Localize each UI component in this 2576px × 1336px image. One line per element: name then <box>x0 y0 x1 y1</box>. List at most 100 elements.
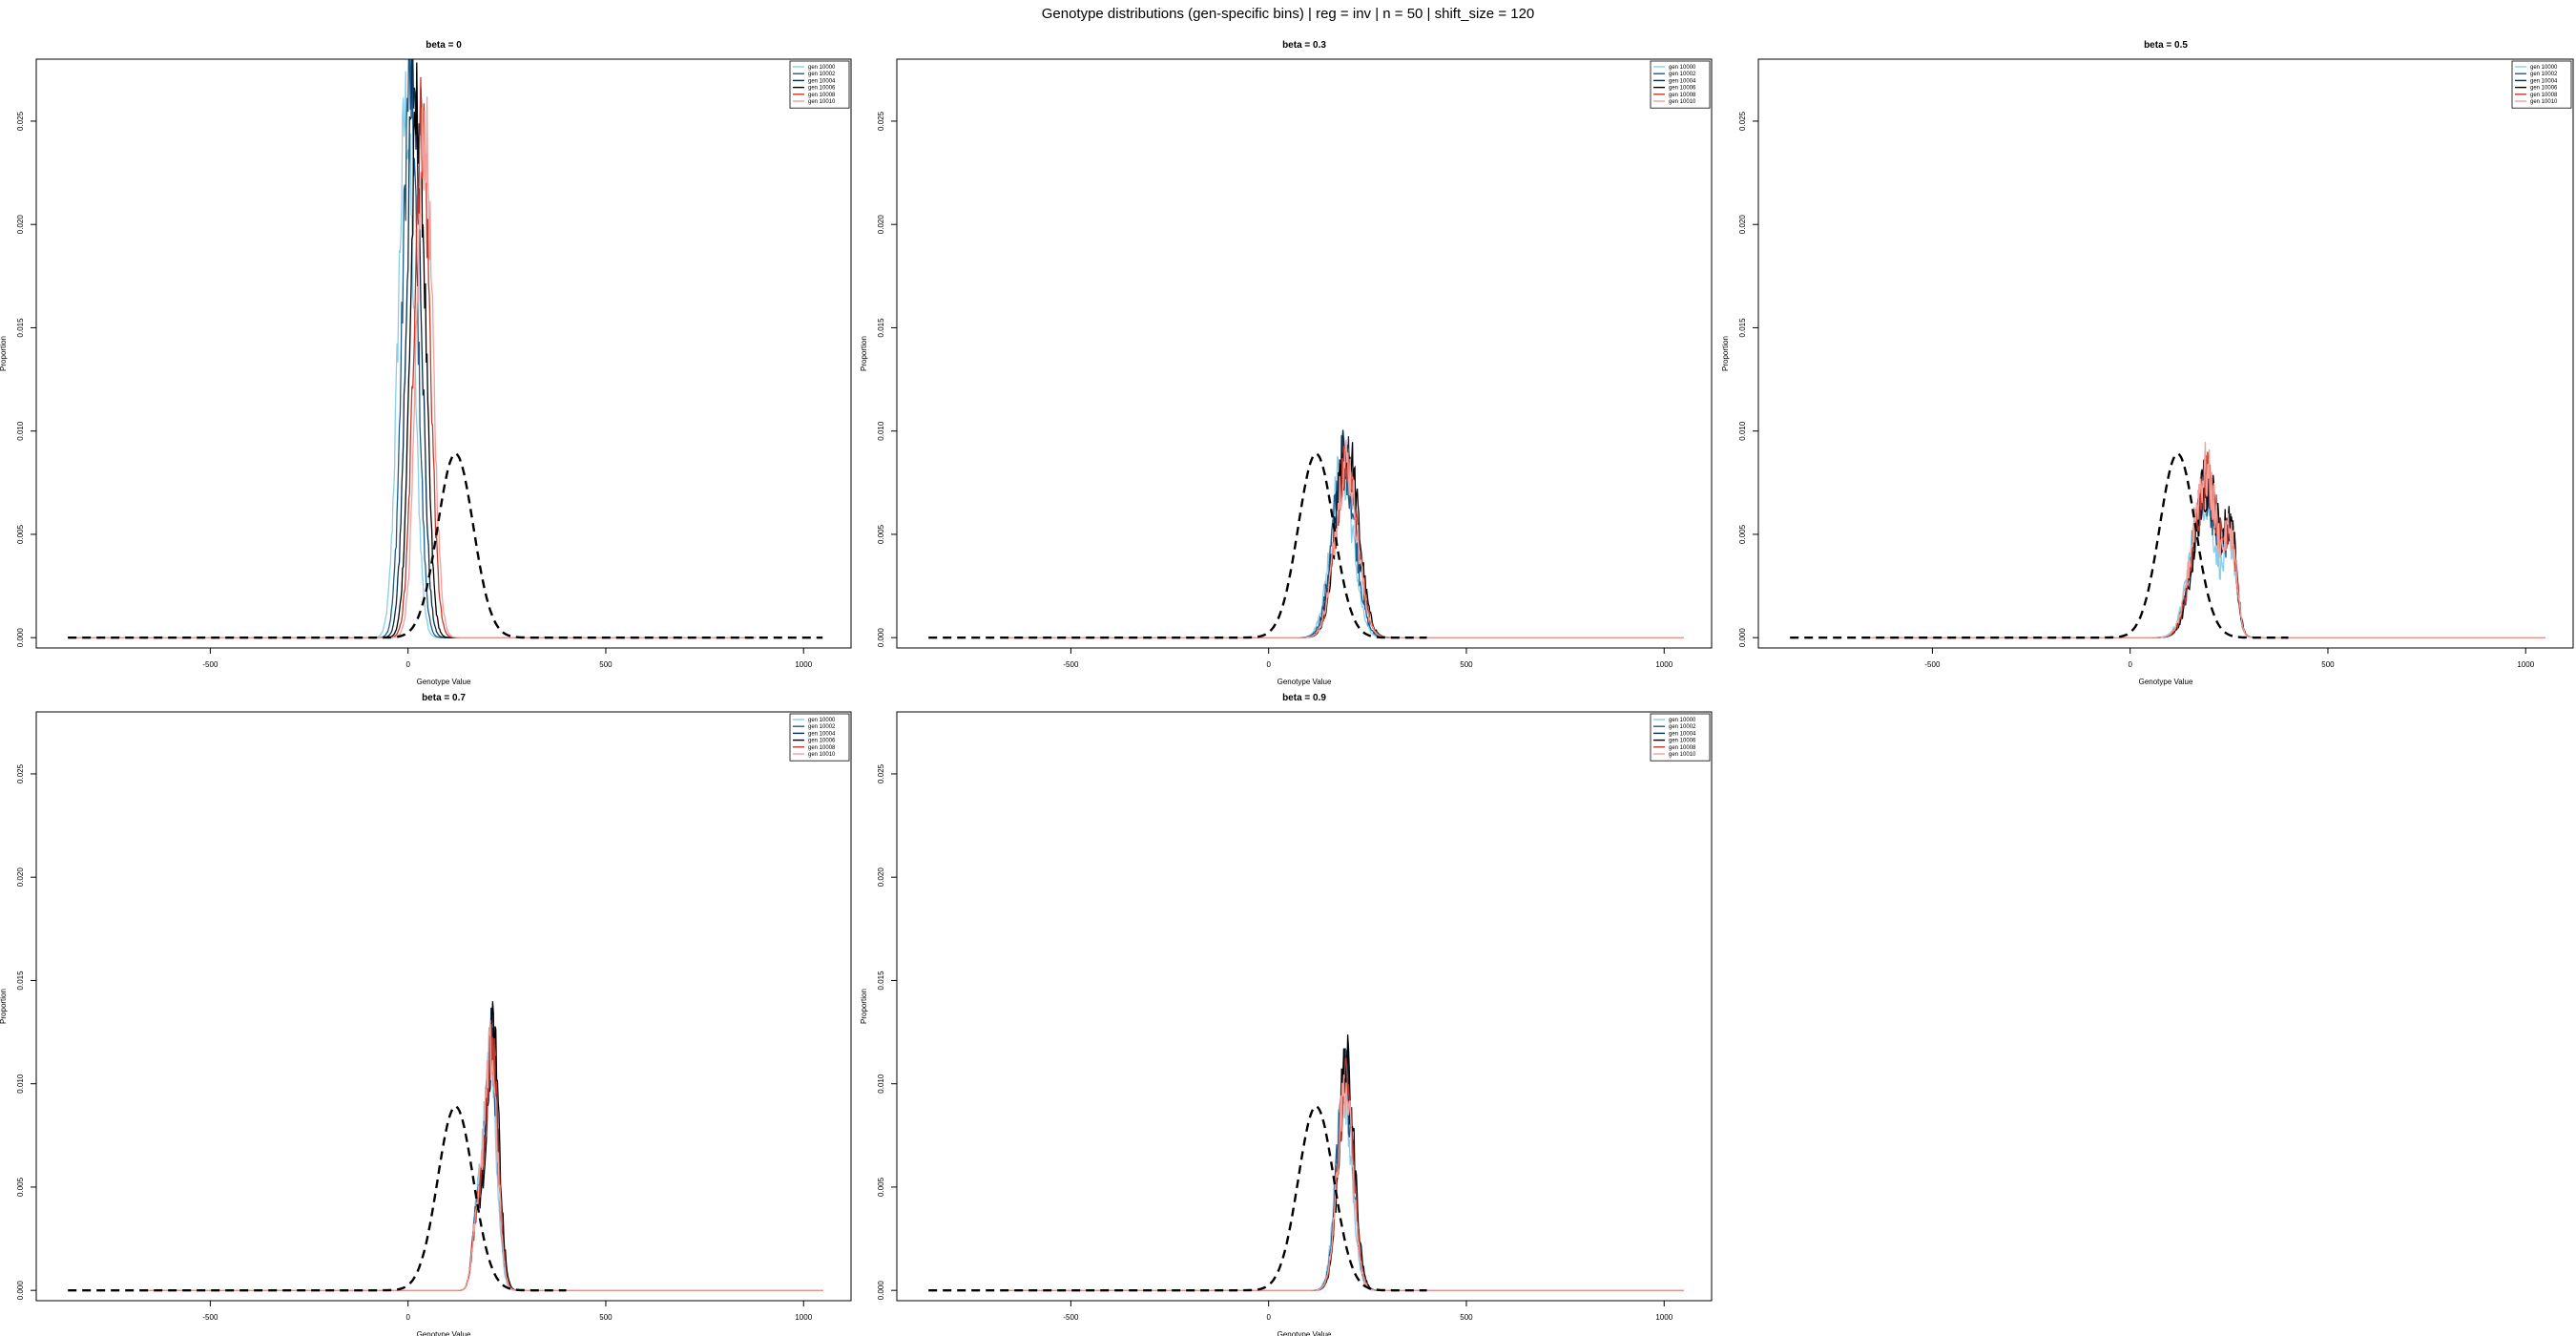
x-tick-label: -500 <box>202 1313 218 1322</box>
y-axis-label: Proportion <box>860 989 868 1024</box>
legend-label: gen 10004 <box>808 78 836 84</box>
series-line <box>1008 1074 1684 1291</box>
legend-label: gen 10004 <box>1669 78 1696 84</box>
legend-label: gen 10002 <box>808 724 836 730</box>
y-tick-label: 0.025 <box>877 763 885 783</box>
legend-box <box>1650 713 1711 762</box>
series-line <box>68 62 757 638</box>
legend-label: gen 10002 <box>1669 724 1696 730</box>
legend-label: gen 10000 <box>1669 718 1696 723</box>
panel-3: beta = 0.5 -500 0 500 1000 0.000 0.005 0.010 0.0… <box>1721 40 2574 686</box>
plot-frame <box>1757 58 2574 649</box>
panel-4: beta = 0.7 -500 0 500 1000 0.000 0.005 0.010 0.0… <box>0 693 852 1336</box>
figure-title: Genotype distributions (gen-specific bin… <box>1041 6 1535 22</box>
legend-label: gen 10002 <box>2530 72 2558 77</box>
legend-label: gen 10004 <box>2530 78 2558 84</box>
legend-label: gen 10010 <box>808 752 836 758</box>
y-tick-label: 0.005 <box>16 524 25 544</box>
y-tick-label: 0.025 <box>1738 111 1747 131</box>
reference-curve <box>1790 452 2289 639</box>
x-tick-label: 1000 <box>1655 660 1672 669</box>
plot-frame <box>35 711 852 1302</box>
legend-label: gen 10002 <box>1669 72 1696 77</box>
plot-area <box>1790 441 2545 639</box>
legend-label: gen 10006 <box>1669 86 1696 92</box>
y-tick-label: 0.000 <box>877 628 885 648</box>
series-line <box>68 71 757 638</box>
x-tick-label: 0 <box>2128 660 2132 669</box>
x-tick-label: -500 <box>1924 660 1941 669</box>
y-axis-label: Proportion <box>1721 336 1730 371</box>
plot-area <box>68 59 823 639</box>
series-line <box>68 59 757 638</box>
panel-title: beta = 0.7 <box>422 693 466 703</box>
y-tick-label: 0.015 <box>877 318 885 338</box>
plot-frame <box>35 58 852 649</box>
legend-label: gen 10008 <box>808 745 836 751</box>
legend-box <box>1650 60 1711 109</box>
x-tick-label: -500 <box>1063 1313 1079 1322</box>
x-axis-label: Genotype Value <box>2139 678 2193 686</box>
y-tick-label: 0.015 <box>1738 318 1747 338</box>
legend-box <box>2511 60 2572 109</box>
legend-label: gen 10006 <box>2530 86 2558 92</box>
legend-label: gen 10008 <box>1669 93 1696 98</box>
panel-title: beta = 0 <box>426 40 462 51</box>
legend-label: gen 10000 <box>2530 65 2558 71</box>
x-tick-label: 0 <box>1266 660 1271 669</box>
legend-label: gen 10008 <box>1669 745 1696 751</box>
y-tick-label: 0.010 <box>1738 421 1747 441</box>
legend-label: gen 10006 <box>1669 739 1696 744</box>
legend-label: gen 10006 <box>808 86 836 92</box>
y-tick-label: 0.020 <box>16 215 25 235</box>
x-tick-label: 1000 <box>795 660 812 669</box>
y-tick-label: 0.025 <box>16 763 25 783</box>
y-tick-label: 0.020 <box>877 867 885 887</box>
panel-title: beta = 0.5 <box>2144 40 2188 51</box>
legend-label: gen 10000 <box>1669 65 1696 71</box>
legend-box <box>789 713 850 762</box>
panel-1: beta = 0 -500 0 500 1000 0.000 0.005 0.010 0.015… <box>0 40 852 686</box>
panel-title: beta = 0.3 <box>1282 40 1326 51</box>
x-tick-label: 0 <box>405 660 410 669</box>
legend-label: gen 10004 <box>808 731 836 737</box>
reference-curve <box>68 1105 567 1292</box>
y-tick-label: 0.020 <box>16 867 25 887</box>
x-tick-label: -500 <box>202 660 218 669</box>
legend-box <box>789 60 850 109</box>
y-tick-label: 0.025 <box>16 111 25 131</box>
x-tick-label: 500 <box>599 660 613 669</box>
x-tick-label: 500 <box>599 1313 613 1322</box>
x-tick-label: 0 <box>405 1313 410 1322</box>
legend-label: gen 10010 <box>1669 752 1696 758</box>
y-tick-label: 0.005 <box>877 524 885 544</box>
series-line <box>68 76 757 638</box>
plot-frame <box>896 58 1713 649</box>
plot-frame <box>896 711 1713 1302</box>
y-tick-label: 0.010 <box>877 1074 885 1094</box>
x-tick-label: 500 <box>2321 660 2335 669</box>
series-line <box>1008 1034 1684 1291</box>
series-line <box>1008 446 1684 638</box>
y-tick-label: 0.005 <box>1738 524 1747 544</box>
legend-label: gen 10000 <box>808 65 836 71</box>
y-tick-label: 0.020 <box>877 215 885 235</box>
x-axis-label: Genotype Value <box>1278 678 1332 686</box>
legend-label: gen 10004 <box>1669 731 1696 737</box>
y-tick-label: 0.010 <box>16 1074 25 1094</box>
plot-area <box>928 429 1684 639</box>
y-tick-label: 0.015 <box>16 971 25 991</box>
reference-curve <box>928 452 1427 639</box>
legend-label: gen 10010 <box>1669 99 1696 105</box>
reference-curve <box>68 452 823 639</box>
plot-area <box>928 1034 1684 1292</box>
x-axis-label: Genotype Value <box>417 1330 471 1336</box>
legend-label: gen 10000 <box>808 718 836 723</box>
x-tick-label: 1000 <box>1655 1313 1672 1322</box>
